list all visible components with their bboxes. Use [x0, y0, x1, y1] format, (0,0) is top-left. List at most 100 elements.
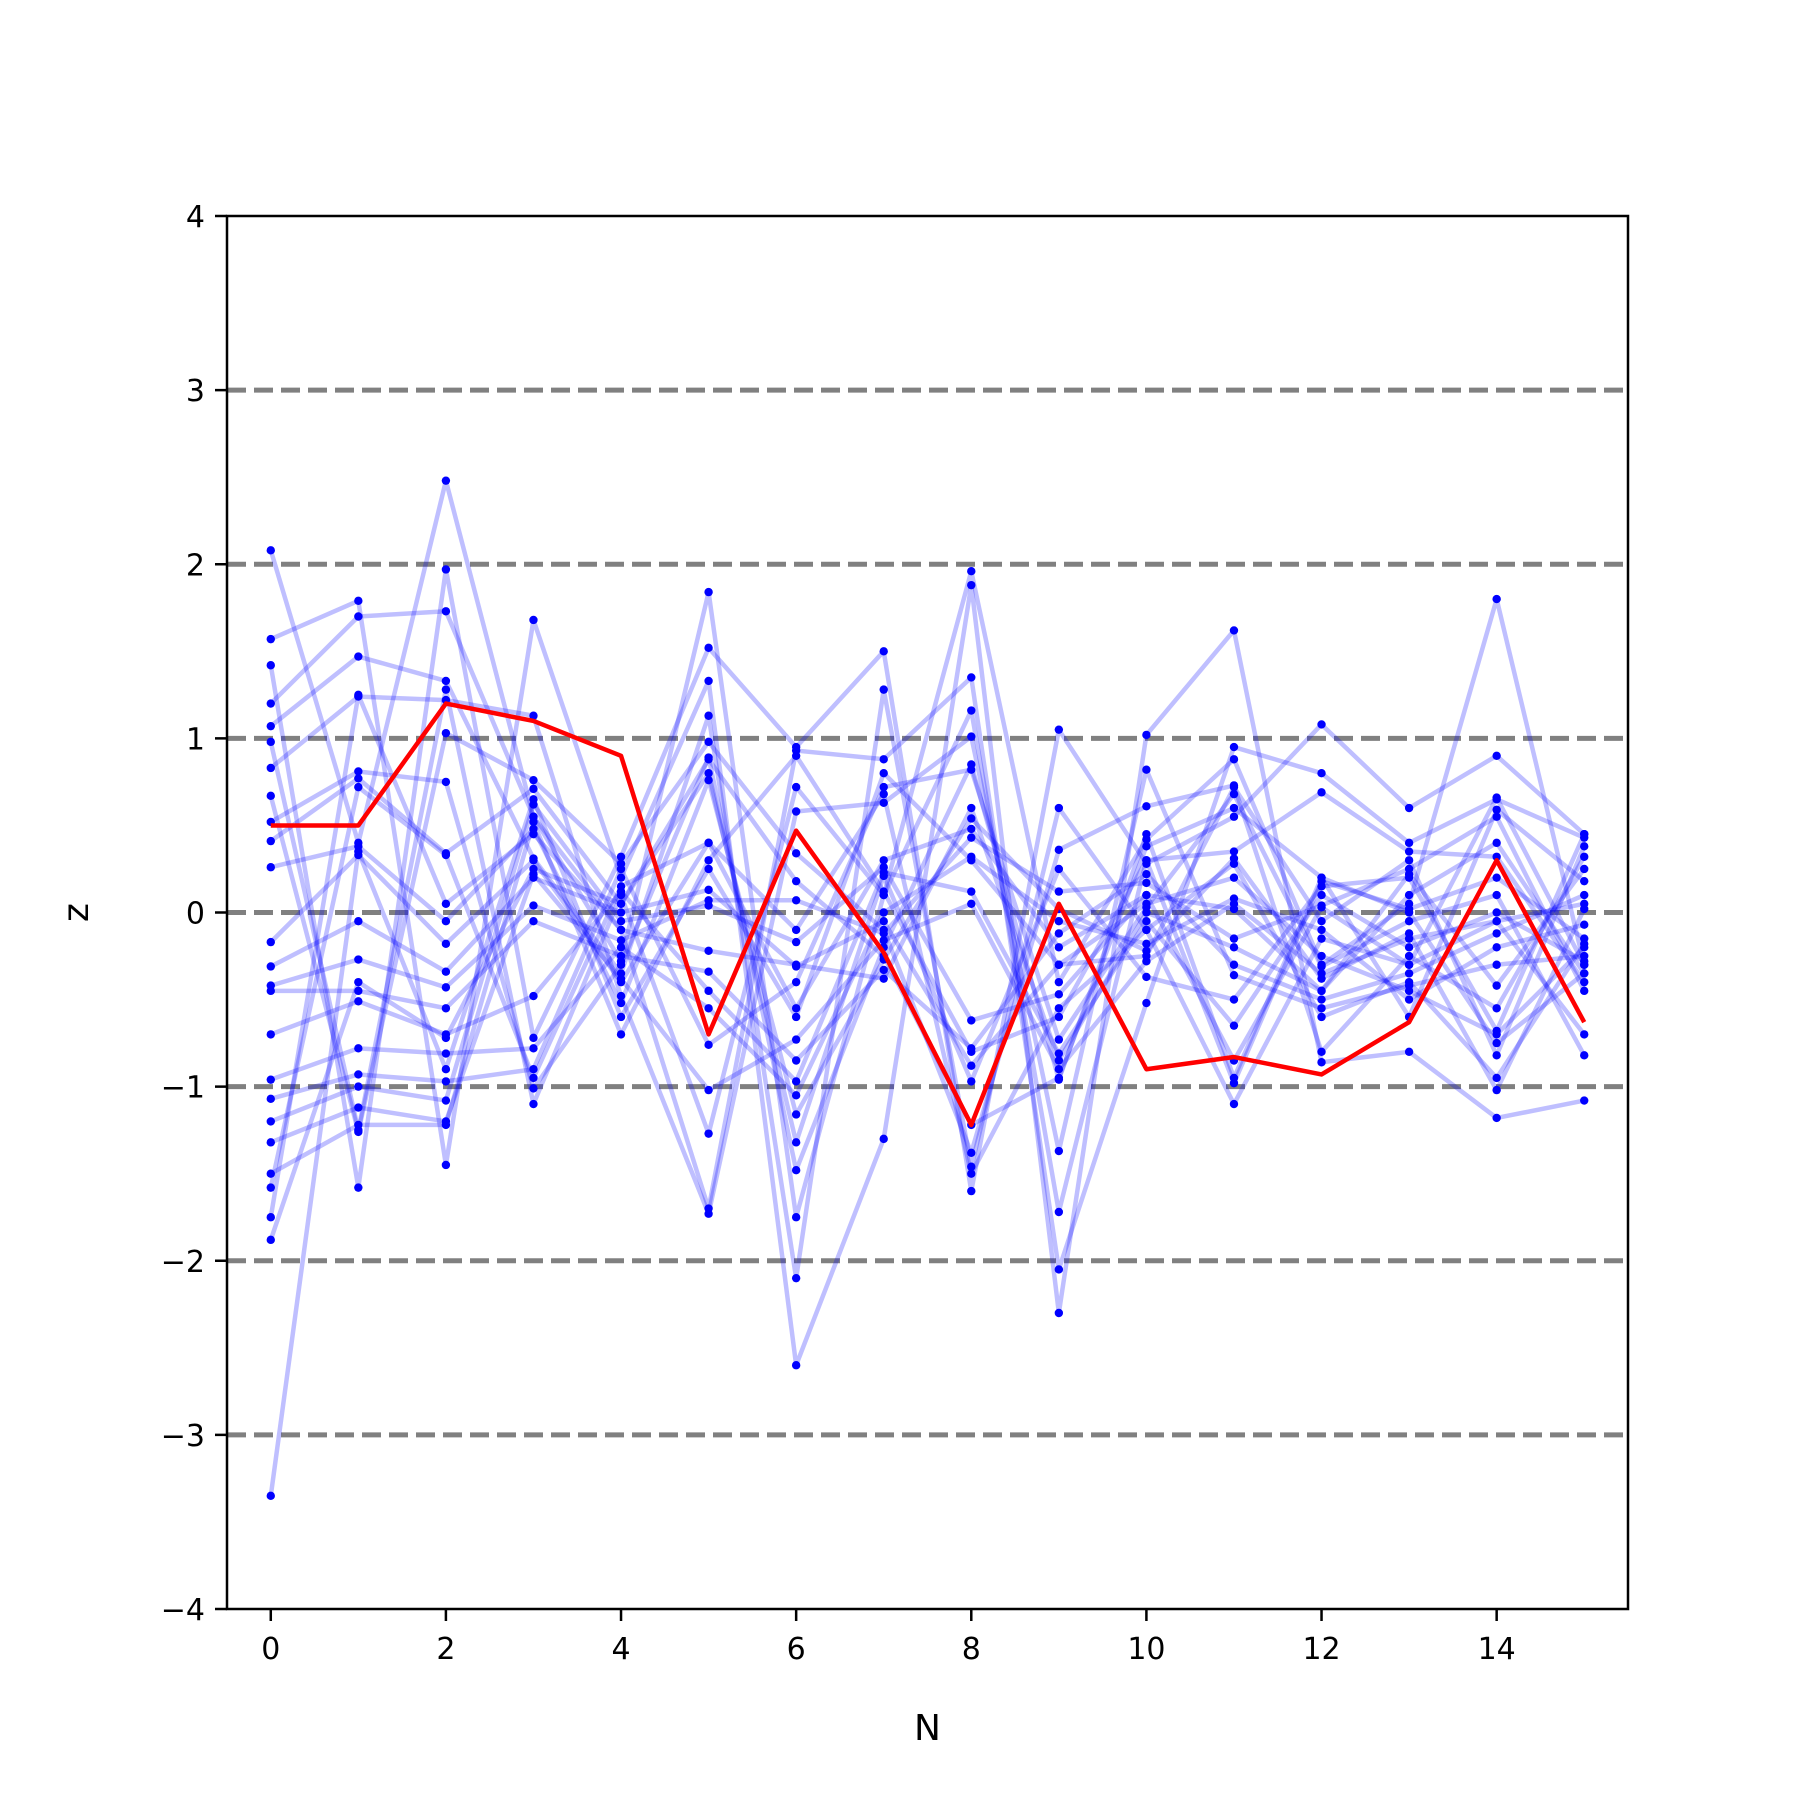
series-5-point-0 — [266, 737, 275, 747]
series-19-point-12 — [1317, 969, 1326, 978]
series-line-10 — [270, 777, 1587, 1117]
x-tick-label-5: 10 — [1127, 1632, 1165, 1667]
series-5-point-3 — [529, 1099, 538, 1109]
series-22-point-3 — [529, 829, 538, 839]
series-20-point-14 — [1492, 873, 1501, 882]
series-7-point-5 — [704, 737, 713, 747]
series-18-point-13 — [1404, 960, 1414, 969]
x-tick-label-7: 14 — [1478, 1632, 1516, 1667]
series-4-point-6 — [791, 1273, 801, 1283]
series-24-point-10 — [1142, 951, 1151, 961]
series-1-point-4 — [616, 873, 626, 882]
series-12-point-11 — [1229, 873, 1239, 882]
y-tick-label-5: 1 — [186, 722, 205, 757]
series-13-point-9 — [1054, 887, 1064, 896]
series-20-point-7 — [879, 887, 888, 896]
y-axis-label: z — [56, 903, 97, 922]
series-20-point-10 — [1142, 856, 1151, 865]
series-24-point-7 — [879, 769, 888, 778]
series-13-point-8 — [967, 833, 976, 842]
series-6-point-8 — [967, 732, 976, 741]
highlight-series-line — [270, 701, 1587, 1128]
series-19-point-7 — [879, 936, 888, 945]
series-0-point-6 — [791, 1213, 801, 1222]
x-tick-label-6: 12 — [1302, 1632, 1340, 1667]
series-23-point-15 — [1580, 969, 1589, 978]
series-11-point-13 — [1404, 890, 1414, 900]
series-17-point-3 — [529, 1065, 538, 1074]
series-3-point-7 — [879, 755, 888, 764]
series-4-point-15 — [1580, 1030, 1589, 1039]
series-7-point-9 — [1054, 845, 1064, 855]
series-13-point-1 — [354, 955, 363, 964]
series-12-point-7 — [879, 917, 888, 926]
series-2-point-7 — [879, 647, 888, 656]
series-18-point-5 — [704, 901, 713, 910]
y-tick-label-2: −2 — [161, 1245, 205, 1280]
series-8-point-3 — [529, 1084, 538, 1093]
series-24-point-3 — [529, 795, 538, 804]
series-5-point-6 — [791, 782, 801, 792]
y-tick-label-4: 0 — [186, 897, 205, 932]
series-18-point-0 — [266, 1117, 275, 1126]
series-14-point-12 — [1317, 995, 1326, 1004]
series-4-point-1 — [354, 652, 363, 661]
series-16-point-15 — [1580, 920, 1589, 929]
series-21-point-13 — [1404, 977, 1414, 987]
series-9-point-1 — [354, 774, 363, 783]
series-15-point-6 — [791, 1077, 801, 1086]
series-9-point-15 — [1580, 829, 1589, 839]
series-21-point-0 — [266, 1183, 275, 1192]
series-22-point-0 — [266, 1213, 275, 1222]
series-2-point-8 — [967, 1186, 976, 1196]
series-12-point-1 — [354, 917, 363, 926]
series-15-point-14 — [1492, 908, 1501, 917]
series-21-point-2 — [441, 850, 451, 860]
series-6-point-14 — [1492, 960, 1501, 969]
series-22-point-15 — [1580, 864, 1589, 874]
series-3-point-12 — [1317, 769, 1326, 778]
series-3-point-11 — [1229, 742, 1239, 752]
series-1-point-15 — [1580, 1096, 1589, 1105]
series-6-point-0 — [266, 763, 275, 773]
series-19-point-1 — [354, 1103, 363, 1112]
series-24-point-4 — [616, 1012, 626, 1022]
series-5-point-9 — [1054, 1207, 1064, 1217]
series-10-point-2 — [441, 917, 451, 926]
series-17-point-2 — [441, 1077, 451, 1086]
series-17-point-8 — [967, 765, 976, 774]
series-1-point-7 — [879, 1134, 888, 1144]
series-2-point-5 — [704, 643, 713, 653]
series-1-point-0 — [266, 634, 275, 644]
highlight-series-group — [270, 701, 1587, 1128]
series-23-point-5 — [704, 755, 713, 764]
series-2-point-14 — [1492, 751, 1501, 760]
series-19-point-4 — [616, 974, 626, 983]
series-17-point-6 — [791, 977, 801, 987]
series-6-point-12 — [1317, 1004, 1326, 1013]
series-11-point-0 — [266, 937, 275, 947]
series-6-point-10 — [1142, 765, 1151, 774]
series-1-point-11 — [1229, 626, 1239, 635]
series-22-point-2 — [441, 899, 451, 908]
series-5-point-11 — [1229, 847, 1239, 856]
series-6-point-6 — [791, 807, 801, 816]
series-22-point-1 — [354, 690, 363, 700]
series-23-point-14 — [1492, 1038, 1501, 1048]
series-12-point-0 — [266, 962, 275, 971]
series-13-point-2 — [441, 983, 451, 992]
series-7-point-13 — [1404, 951, 1414, 961]
series-21-point-3 — [529, 1073, 538, 1083]
series-15-point-0 — [266, 1030, 275, 1039]
series-9-point-8 — [967, 1077, 976, 1086]
series-7-point-0 — [266, 791, 275, 801]
series-20-point-2 — [441, 1120, 451, 1130]
series-7-point-15 — [1580, 852, 1589, 861]
series-21-point-10 — [1142, 925, 1151, 935]
series-22-point-10 — [1142, 908, 1151, 917]
series-5-point-12 — [1317, 788, 1326, 797]
series-24-point-13 — [1404, 856, 1414, 865]
series-16-point-3 — [529, 1044, 538, 1053]
series-20-point-1 — [354, 1120, 363, 1130]
